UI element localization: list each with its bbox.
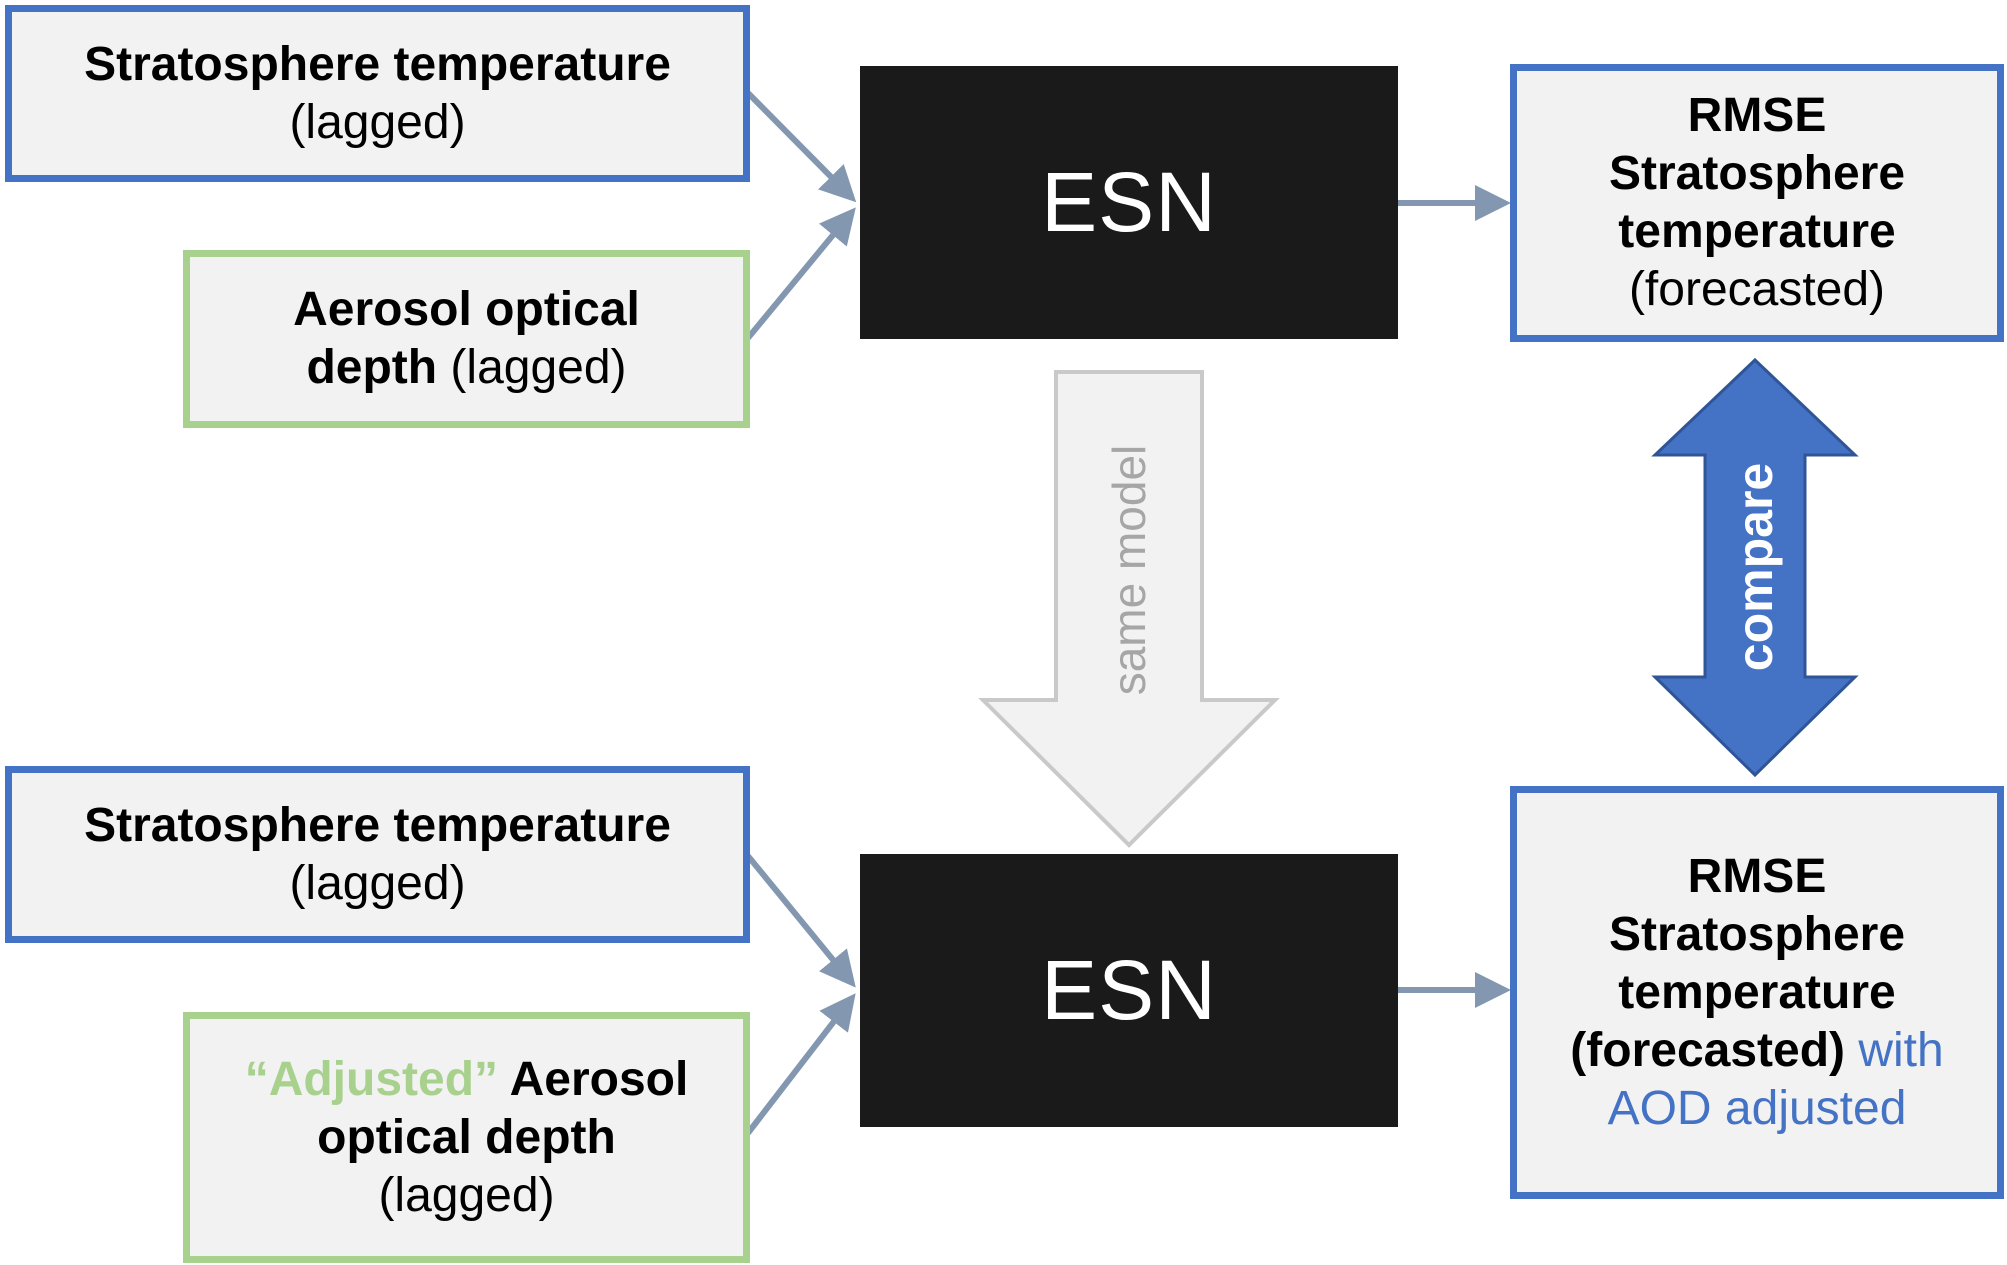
input-top-temp-title: Stratosphere temperature	[84, 37, 671, 91]
output-top-rmse: RMSE Stratosphere temperature (forecaste…	[1510, 64, 2004, 342]
input-bottom-stratosphere-temperature: Stratosphere temperature (lagged)	[5, 766, 750, 943]
compare-arrow	[1651, 357, 1859, 778]
connector-bottom-temp-to-esn	[745, 854, 856, 988]
output-top-line2: Stratosphere	[1608, 147, 1906, 200]
input-bottom-aod-adjusted: “Adjusted”	[244, 1052, 499, 1106]
input-top-stratosphere-temperature: Stratosphere temperature (lagged)	[5, 5, 750, 182]
input-top-aod-depth: depth	[306, 341, 438, 394]
same-model-arrow	[978, 370, 1280, 848]
output-bottom-rmse: RMSE Stratosphere temperature (forecaste…	[1510, 786, 2004, 1199]
output-top-line4: (forecasted)	[1628, 263, 1886, 316]
connector-bottom-aod-to-esn	[745, 993, 856, 1135]
output-bottom-line3: temperature	[1618, 965, 1896, 1019]
input-top-temp-sub: (lagged)	[289, 95, 466, 149]
output-bottom-line2: Stratosphere	[1608, 907, 1906, 961]
output-bottom-forecasted: (forecasted)	[1570, 1023, 1846, 1077]
input-top-aod-line1: Aerosol optical	[293, 283, 640, 336]
esn-model-top: ESN	[860, 66, 1398, 339]
input-bottom-adjusted-aerosol-optical-depth: “Adjusted” Aerosol optical depth (lagged…	[183, 1012, 750, 1263]
compare-label: compare	[1727, 463, 1783, 671]
input-top-aod-line2: depth (lagged)	[306, 339, 626, 397]
input-bottom-aod-aerosol: Aerosol	[498, 1052, 689, 1106]
input-top-aerosol-optical-depth: Aerosol optical depth (lagged)	[183, 250, 750, 428]
connector-top-aod-to-esn	[745, 207, 856, 340]
output-bottom-aod-adjusted: AOD adjusted	[1607, 1081, 1907, 1135]
input-top-aod-lagged: (lagged)	[437, 341, 627, 394]
input-bottom-temp-title: Stratosphere temperature	[84, 798, 671, 852]
output-bottom-with: with	[1845, 1023, 1944, 1077]
input-bottom-aod-line2: optical depth	[317, 1110, 616, 1164]
same-model-label: same model	[1103, 445, 1155, 696]
input-bottom-temp-sub: (lagged)	[289, 856, 466, 910]
esn-model-bottom: ESN	[860, 854, 1398, 1127]
connector-top-temp-to-esn	[745, 90, 857, 203]
output-bottom-line1: RMSE	[1687, 849, 1827, 903]
output-top-line1: RMSE	[1687, 89, 1827, 142]
input-bottom-aod-line3: (lagged)	[378, 1168, 555, 1222]
input-bottom-aod-line1: “Adjusted” Aerosol	[245, 1051, 689, 1109]
output-top-line3: temperature	[1618, 205, 1896, 258]
output-bottom-line4: (forecasted) with	[1570, 1022, 1943, 1080]
